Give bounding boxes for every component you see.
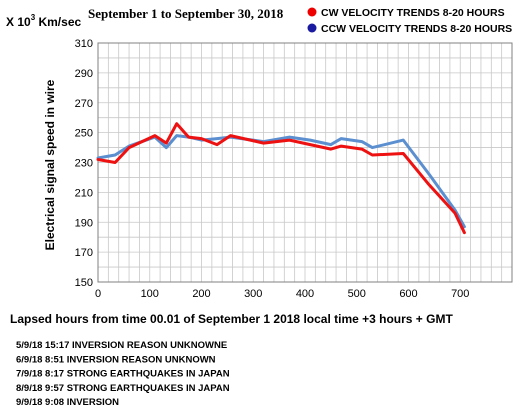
y-tick-label: 250 (75, 128, 93, 140)
x-tick-label: 100 (141, 288, 159, 300)
legend-label: CCW VELOCITY TRENDS 8-20 HOURS (321, 23, 512, 35)
y-tick-label: 230 (75, 158, 93, 170)
axes (97, 42, 513, 283)
ccw-series-line (96, 134, 466, 229)
units-suffix: Km/sec (35, 15, 81, 29)
legend-marker (307, 23, 317, 33)
y-tick-label: 150 (75, 277, 93, 289)
legend: CW VELOCITY TRENDS 8-20 HOURS CCW VELOCIT… (307, 7, 512, 35)
note-line: 5/9/18 15:17 INVERSION REASON UNKNOWNE (16, 340, 227, 351)
legend-label: CW VELOCITY TRENDS 8-20 HOURS (321, 7, 505, 19)
series-lines (96, 122, 466, 235)
y-axis-label: Electrical signal speed in wire (43, 79, 57, 250)
chart-title: September 1 to September 30, 2018 (88, 6, 284, 21)
units-label: X 103 Km/sec (6, 13, 81, 29)
x-tick-label: 0 (95, 288, 101, 300)
x-tick-label: 400 (296, 288, 314, 300)
note-line: 8/9/18 9:57 STRONG EARTHQUAKES IN JAPAN (16, 383, 230, 394)
y-tick-label: 170 (75, 247, 93, 259)
x-tick-label: 300 (244, 288, 262, 300)
annotation-notes: 5/9/18 15:17 INVERSION REASON UNKNOWNE 6/… (16, 340, 230, 408)
y-tick-label: 190 (75, 217, 93, 229)
x-tick-label: 200 (192, 288, 210, 300)
grid-lines (97, 42, 513, 283)
units-exponent: 3 (31, 13, 36, 22)
cw-series-line (96, 122, 466, 235)
x-axis-label: Lapsed hours from time 00.01 of Septembe… (10, 312, 453, 326)
y-tick-label: 290 (75, 68, 93, 80)
y-tick-label: 310 (75, 38, 93, 50)
x-tick-labels: 0 100 200 300 400 500 600 700 (95, 288, 469, 300)
y-tick-labels: 150 170 190 210 230 250 270 290 310 (75, 38, 93, 289)
plot-frame (97, 42, 513, 283)
x-tick-label: 500 (348, 288, 366, 300)
y-tick-label: 210 (75, 187, 93, 199)
note-line: 9/9/18 9:08 INVERSION (16, 397, 119, 408)
legend-marker (307, 7, 317, 17)
y-tick-label: 270 (75, 98, 93, 110)
x-tick-label: 600 (399, 288, 417, 300)
units-prefix: X 10 (6, 15, 31, 29)
x-tick-label: 700 (451, 288, 469, 300)
note-line: 6/9/18 8:51 INVERSION REASON UNKNOWN (16, 354, 216, 365)
note-line: 7/9/18 8:17 STRONG EARTHQUAKES IN JAPAN (16, 369, 230, 380)
